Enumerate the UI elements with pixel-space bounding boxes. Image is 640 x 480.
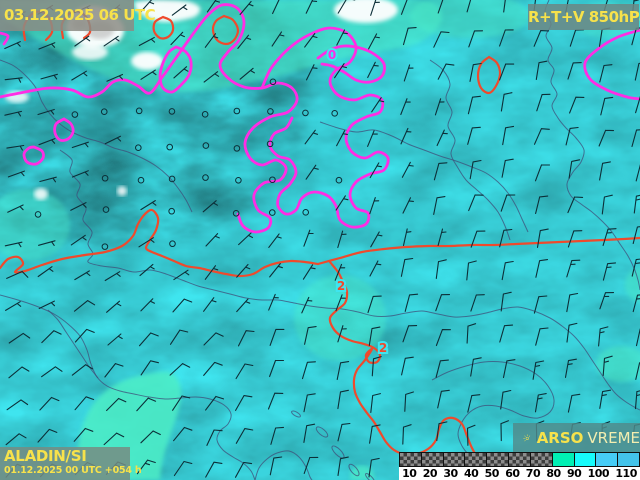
humidity-legend: 10 20 30 40 50 60 70 80 90 100 110	[399, 452, 640, 480]
legend-cell	[509, 453, 531, 466]
legend-cell	[421, 453, 444, 466]
svg-text:0: 0	[328, 48, 336, 62]
valid-time-label: 03.12.2025 06 UTC	[4, 6, 156, 24]
legend-value-labels: 10 20 30 40 50 60 70 80 90 100 110	[399, 467, 640, 480]
service-name: VREME	[587, 428, 640, 447]
valid-time-box: 03.12.2025 06 UTC	[0, 0, 156, 31]
sun-icon	[523, 434, 531, 441]
model-run-info: 01.12.2025 00 UTC +054 h	[4, 465, 142, 476]
legend-cell	[596, 453, 619, 466]
legend-cell	[552, 453, 575, 466]
legend-value: 70	[525, 467, 541, 480]
legend-value: 100	[587, 467, 610, 480]
legend-value: 50	[484, 467, 500, 480]
legend-cell	[465, 453, 488, 466]
product-label: R+T+V 850hPa	[528, 8, 640, 26]
svg-text:2: 2	[379, 341, 387, 355]
legend-cell	[574, 453, 597, 466]
model-box: ALADIN/SI 01.12.2025 00 UTC +054 h	[0, 447, 142, 480]
legend-cell	[530, 453, 553, 466]
legend-color-cells	[399, 452, 640, 467]
svg-text:2: 2	[337, 279, 345, 293]
product-box: R+T+V 850hPa	[528, 4, 640, 30]
legend-value: 10	[402, 467, 417, 480]
legend-value: 60	[505, 467, 520, 480]
legend-value: 90	[567, 467, 582, 480]
legend-cell	[618, 453, 639, 466]
legend-value: 40	[463, 467, 479, 480]
model-name: ALADIN/SI	[4, 447, 87, 465]
legend-value: 80	[546, 467, 561, 480]
branding-box: ARSO VREME	[513, 423, 640, 452]
legend-value: 20	[422, 467, 438, 480]
agency-name: ARSO	[536, 428, 584, 447]
legend-value: 30	[443, 467, 458, 480]
legend-cell	[487, 453, 510, 466]
legend-value: 110	[615, 467, 637, 480]
legend-cell	[443, 453, 466, 466]
legend-cell	[400, 453, 422, 466]
